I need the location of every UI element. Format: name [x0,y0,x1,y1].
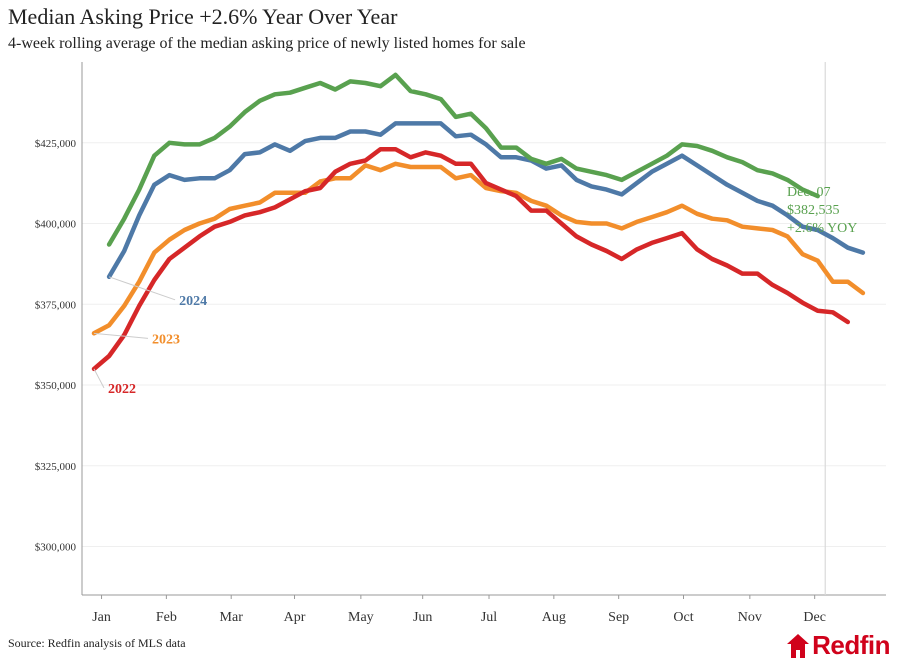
y-tick-label: $300,000 [35,542,77,554]
annotation-line-2: +2.6% YOY [787,221,857,236]
series-label-leader [93,332,149,339]
series-line-2025 [106,72,820,247]
y-tick-label: $350,000 [35,380,77,392]
series-label-leader [93,368,105,389]
redfin-logo: Redfin [786,630,890,661]
y-tick-label: $400,000 [35,219,77,231]
series-label-leader [108,276,176,301]
chart-subtitle: 4-week rolling average of the median ask… [8,35,526,52]
series-line-2024 [106,121,866,280]
series-label-2022: 2022 [108,382,136,397]
x-tick-label: Feb [156,610,177,625]
x-tick-label: Jul [481,610,497,625]
series-label-2024: 2024 [179,294,207,309]
y-tick-label: $425,000 [35,138,77,150]
x-tick-label: May [348,610,374,625]
chart-title: Median Asking Price +2.6% Year Over Year [8,4,398,29]
x-tick-label: Jan [92,610,111,625]
annotation-line-1: $382,535 [787,203,840,218]
y-tick-label: $325,000 [35,461,77,473]
series-label-2023: 2023 [152,332,180,347]
redfin-house-icon [787,633,810,658]
source-note: Source: Redfin analysis of MLS data [8,636,186,650]
x-tick-label: Aug [542,610,566,625]
x-tick-label: Sep [608,610,629,625]
x-tick-label: Apr [284,610,306,625]
logo-text: Redfin [812,630,890,660]
annotation-line-0: Dec. 07 [787,185,831,200]
series-line-2023 [91,161,866,336]
x-tick-label: Dec [803,610,826,625]
series-line-2022 [91,146,851,372]
x-tick-label: Nov [738,610,762,625]
y-tick-label: $375,000 [35,299,77,311]
x-tick-label: Mar [220,610,244,625]
x-tick-label: Oct [673,610,693,625]
x-tick-label: Jun [413,610,432,625]
